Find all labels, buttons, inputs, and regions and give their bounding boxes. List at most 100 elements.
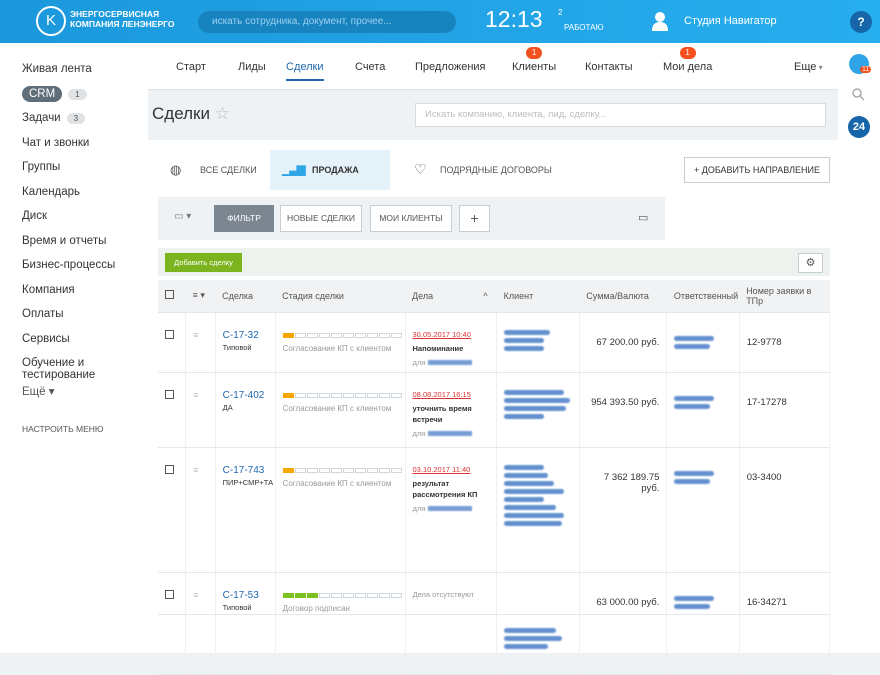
activity-text[interactable]: Напоминание bbox=[412, 343, 464, 353]
column-header[interactable]: Сделка bbox=[215, 280, 276, 313]
checkbox[interactable] bbox=[165, 329, 174, 339]
blurred-client[interactable] bbox=[504, 464, 545, 470]
column-header[interactable]: Клиент bbox=[496, 280, 580, 313]
add-direction-button[interactable]: + ДОБАВИТЬ НАПРАВЛЕНИЕ bbox=[684, 157, 830, 183]
add-filter-button[interactable]: + bbox=[459, 205, 490, 232]
column-header[interactable]: Номер заявки в ТПр bbox=[739, 280, 830, 313]
tab[interactable]: Мои дела 1 bbox=[663, 47, 712, 73]
blurred-responsible[interactable] bbox=[674, 470, 715, 476]
filter-button[interactable]: НОВЫЕ СДЕЛКИ bbox=[280, 205, 362, 232]
tab[interactable]: Еще ▾ bbox=[794, 61, 823, 73]
logo-icon[interactable]: K bbox=[36, 6, 66, 36]
direction-tab[interactable]: ПОДРЯДНЫЕ ДОГОВОРЫ bbox=[440, 165, 552, 175]
deal-id[interactable]: С-17-402 bbox=[222, 389, 265, 401]
menu-more[interactable]: Ещё ▾ bbox=[22, 384, 55, 398]
checkbox[interactable] bbox=[165, 389, 174, 399]
tab[interactable]: Клиенты 1 bbox=[512, 47, 556, 73]
view-icon[interactable]: ▭ ▾ bbox=[174, 211, 192, 222]
tab[interactable]: Старт bbox=[176, 61, 206, 73]
column-header[interactable]: Дела ^ bbox=[405, 280, 497, 313]
blurred-responsible[interactable] bbox=[674, 403, 711, 409]
menu-item[interactable]: Компания bbox=[22, 284, 75, 296]
blurred-client[interactable] bbox=[504, 496, 545, 502]
activity-text[interactable]: уточнить время встречи bbox=[412, 403, 472, 424]
configure-menu[interactable]: НАСТРОИТЬ МЕНЮ bbox=[22, 424, 104, 434]
blurred-client[interactable] bbox=[504, 329, 551, 335]
blurred-responsible[interactable] bbox=[674, 478, 711, 484]
blurred-client[interactable] bbox=[504, 413, 545, 419]
page-search[interactable]: Искать компанию, клиента, лид, сделку... bbox=[415, 103, 826, 127]
app-logo[interactable]: 24 bbox=[848, 116, 870, 138]
blurred-client[interactable] bbox=[504, 488, 565, 494]
checkbox[interactable] bbox=[165, 589, 174, 599]
deal-id[interactable]: С-17-32 bbox=[222, 329, 259, 341]
clock[interactable]: 12:13 bbox=[485, 6, 543, 32]
activity-date[interactable]: 03.10.2017 11:40 bbox=[412, 464, 471, 474]
activity-text[interactable]: результат рассмотрения КП bbox=[412, 478, 478, 499]
stage-progress[interactable] bbox=[282, 390, 405, 400]
blurred-responsible[interactable] bbox=[674, 395, 715, 401]
blurred-responsible[interactable] bbox=[674, 595, 715, 601]
work-status[interactable]: РАБОТАЮ bbox=[564, 23, 604, 32]
blurred-responsible[interactable] bbox=[674, 343, 711, 349]
menu-item[interactable]: Живая лента bbox=[22, 63, 92, 75]
menu-item[interactable]: Диск bbox=[22, 210, 47, 222]
star-icon[interactable]: ☆ bbox=[214, 104, 230, 123]
menu-item[interactable]: Обучение и тестирование bbox=[22, 357, 148, 381]
blurred-client[interactable] bbox=[504, 472, 549, 478]
row-menu[interactable]: ≡ bbox=[185, 572, 216, 615]
column-header[interactable] bbox=[158, 280, 186, 313]
blurred-responsible[interactable] bbox=[674, 603, 711, 609]
activity-date[interactable]: 08.08.2017 16:15 bbox=[412, 389, 471, 399]
row-menu[interactable]: ≡ bbox=[185, 447, 216, 573]
filter-button[interactable]: МОИ КЛИЕНТЫ bbox=[370, 205, 452, 232]
blurred-client[interactable] bbox=[504, 405, 567, 411]
deal-id[interactable]: С-17-743 bbox=[222, 464, 265, 476]
blurred-client[interactable] bbox=[504, 337, 545, 343]
search-icon[interactable] bbox=[852, 88, 865, 101]
blurred-client[interactable] bbox=[504, 520, 563, 526]
settings-button[interactable]: ⚙ bbox=[798, 253, 823, 273]
checkbox[interactable] bbox=[165, 290, 174, 300]
blurred-client[interactable] bbox=[504, 345, 545, 351]
search-box[interactable]: искать сотрудника, документ, прочее... bbox=[198, 11, 456, 33]
row-menu[interactable]: ≡ bbox=[185, 372, 216, 448]
tab[interactable]: Предложения bbox=[415, 61, 486, 73]
stage-progress[interactable] bbox=[282, 465, 405, 475]
blurred-responsible[interactable] bbox=[674, 335, 715, 341]
menu-item[interactable]: Задачи 3 bbox=[22, 112, 86, 124]
menu-item[interactable]: Календарь bbox=[22, 186, 80, 198]
menu-item[interactable]: CRM 1 bbox=[22, 85, 87, 102]
menu-item[interactable]: Бизнес-процессы bbox=[22, 259, 115, 271]
checkbox[interactable] bbox=[165, 464, 174, 474]
menu-item[interactable]: Время и отчеты bbox=[22, 235, 106, 247]
tab[interactable]: Счета bbox=[355, 61, 385, 73]
counter-icon[interactable]: ▭ bbox=[638, 212, 649, 224]
column-header[interactable]: Сумма/Валюта bbox=[579, 280, 667, 313]
column-header[interactable]: Стадия сделки bbox=[275, 280, 406, 313]
direction-tab[interactable]: ВСЕ СДЕЛКИ bbox=[200, 165, 257, 175]
stage-progress[interactable] bbox=[282, 330, 405, 340]
blurred-client[interactable] bbox=[504, 512, 565, 518]
filter-button[interactable]: ФИЛЬТР bbox=[214, 205, 274, 232]
menu-item[interactable]: Оплаты bbox=[22, 308, 64, 320]
row-menu[interactable]: ≡ bbox=[185, 312, 216, 373]
tab[interactable]: Сделки bbox=[286, 61, 324, 81]
tab[interactable]: Контакты bbox=[585, 61, 633, 73]
tab[interactable]: Лиды bbox=[238, 61, 266, 73]
deal-id[interactable]: С-17-53 bbox=[222, 589, 259, 601]
blurred-client[interactable] bbox=[504, 397, 571, 403]
user-name[interactable]: Студия Навигатор bbox=[684, 15, 777, 27]
menu-item[interactable]: Группы bbox=[22, 161, 60, 173]
menu-item[interactable]: Чат и звонки bbox=[22, 137, 89, 149]
blurred-client[interactable] bbox=[504, 389, 565, 395]
menu-item[interactable]: Сервисы bbox=[22, 333, 70, 345]
blurred-client[interactable] bbox=[504, 504, 557, 510]
stage-progress[interactable] bbox=[282, 590, 405, 600]
activity-date[interactable]: 30.05.2017 10:40 bbox=[412, 329, 471, 339]
blurred-client[interactable] bbox=[504, 480, 555, 486]
help-button[interactable]: ? bbox=[850, 11, 872, 33]
column-header[interactable]: Ответственный bbox=[666, 280, 740, 313]
add-deal-button[interactable]: Добавить сделку bbox=[165, 253, 242, 272]
column-header[interactable]: ≡ ▾ bbox=[185, 280, 216, 313]
